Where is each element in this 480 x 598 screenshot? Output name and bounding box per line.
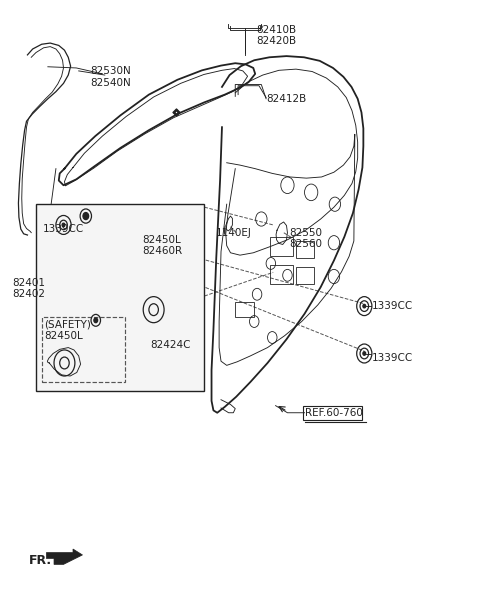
Bar [270,237,293,257]
Polygon shape [47,549,83,565]
Text: 82410B
82420B: 82410B 82420B [257,25,297,46]
Text: 82450L
82460R: 82450L 82460R [143,235,183,257]
Circle shape [94,318,97,323]
Text: FR.: FR. [29,554,52,568]
Circle shape [363,352,366,355]
Bar [296,267,314,283]
Bar [302,405,362,420]
Text: 82401
82402: 82401 82402 [12,277,45,299]
Bar [296,241,314,258]
Bar [235,302,254,317]
Bar [42,317,125,382]
Text: 82424C: 82424C [150,340,191,350]
Circle shape [62,223,65,227]
Text: (SAFETY)
82450L: (SAFETY) 82450L [45,319,91,341]
Text: 1140EJ: 1140EJ [216,228,251,237]
Text: 82550
82560: 82550 82560 [289,228,323,249]
Bar [270,265,293,283]
Circle shape [83,212,89,219]
Text: 82530N
82540N: 82530N 82540N [91,66,132,88]
Bar [36,204,204,391]
Text: 1339CC: 1339CC [43,224,84,234]
Circle shape [363,304,366,308]
Text: REF.60-760: REF.60-760 [305,408,363,418]
Text: 1339CC: 1339CC [372,353,413,363]
Text: 82412B: 82412B [266,94,306,104]
Text: 1339CC: 1339CC [372,301,413,311]
